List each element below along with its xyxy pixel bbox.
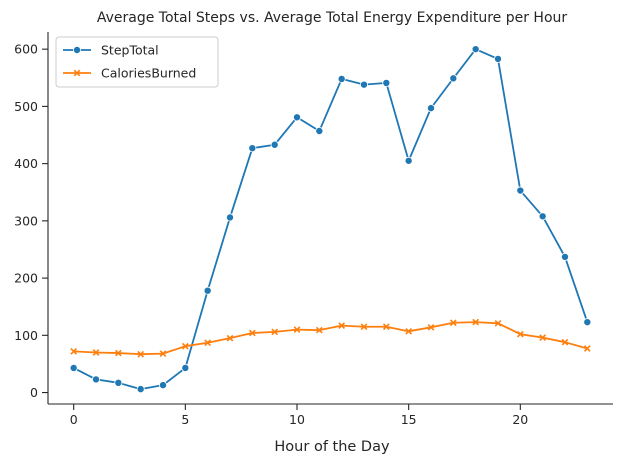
legend-box (55, 36, 219, 88)
data-point (338, 322, 346, 329)
data-point (427, 323, 435, 331)
x-tick-label: 5 (181, 412, 189, 427)
data-point (226, 334, 234, 342)
data-point (449, 319, 457, 327)
data-point (539, 334, 547, 341)
legend-label: CaloriesBurned (101, 66, 196, 81)
y-tick-label: 600 (14, 42, 38, 57)
data-point (226, 213, 235, 222)
data-point (114, 349, 122, 357)
y-tick-label: 400 (14, 156, 38, 171)
data-point (516, 186, 525, 195)
data-point (472, 318, 480, 326)
y-tick-label: 0 (30, 385, 38, 400)
data-point (315, 127, 324, 136)
y-tick-label: 300 (14, 213, 38, 228)
chart-title: Average Total Steps vs. Average Total En… (97, 10, 568, 26)
data-point (493, 54, 502, 63)
data-point (449, 74, 458, 83)
data-point (204, 339, 212, 347)
y-tick-label: 500 (14, 99, 38, 114)
data-point (382, 78, 391, 87)
data-point (181, 342, 189, 350)
data-point (405, 327, 413, 335)
y-tick-label: 100 (14, 328, 38, 343)
data-point (293, 326, 301, 333)
data-point (494, 319, 502, 327)
data-point (69, 363, 78, 372)
data-point (92, 349, 100, 356)
legend-item-steptotal: StepTotal (63, 43, 159, 58)
data-point (382, 323, 390, 331)
data-point (360, 323, 368, 331)
series-group (69, 45, 592, 394)
data-point (271, 328, 279, 336)
data-point (404, 156, 413, 165)
data-point (270, 140, 279, 149)
data-point (159, 350, 167, 358)
data-point (426, 104, 435, 113)
legend-label: StepTotal (101, 43, 159, 58)
data-point (248, 329, 256, 337)
data-point (181, 363, 190, 372)
legend-item-caloriesburned: CaloriesBurned (63, 66, 196, 81)
data-point (315, 326, 323, 334)
x-axis-label: Hour of the Day (274, 439, 390, 455)
data-point (92, 375, 101, 384)
data-point (293, 113, 302, 122)
data-point (248, 144, 257, 153)
x-tick-label: 20 (512, 412, 528, 427)
x-tick-label: 15 (401, 412, 417, 427)
data-point (583, 318, 592, 327)
legend-marker (73, 46, 82, 55)
series-line (73, 48, 589, 391)
data-point (337, 74, 346, 83)
series-steptotal (69, 45, 592, 394)
x-tick-label: 0 (70, 412, 78, 427)
x-tick-label: 10 (289, 412, 305, 427)
data-point (583, 345, 591, 352)
data-point (136, 385, 145, 394)
data-point (70, 347, 78, 355)
data-point (359, 80, 368, 89)
data-point (561, 338, 569, 346)
legend: StepTotal CaloriesBurned (55, 36, 219, 88)
series-line (73, 321, 588, 356)
data-point (538, 212, 547, 221)
data-point (137, 350, 145, 358)
y-tick-label: 200 (14, 271, 38, 286)
data-point (203, 286, 212, 295)
data-point (114, 378, 123, 387)
data-point (516, 330, 524, 338)
legend-marker (73, 69, 81, 77)
data-point (471, 45, 480, 54)
data-point (560, 252, 569, 261)
data-point (159, 381, 168, 390)
series-caloriesburned (70, 318, 591, 358)
